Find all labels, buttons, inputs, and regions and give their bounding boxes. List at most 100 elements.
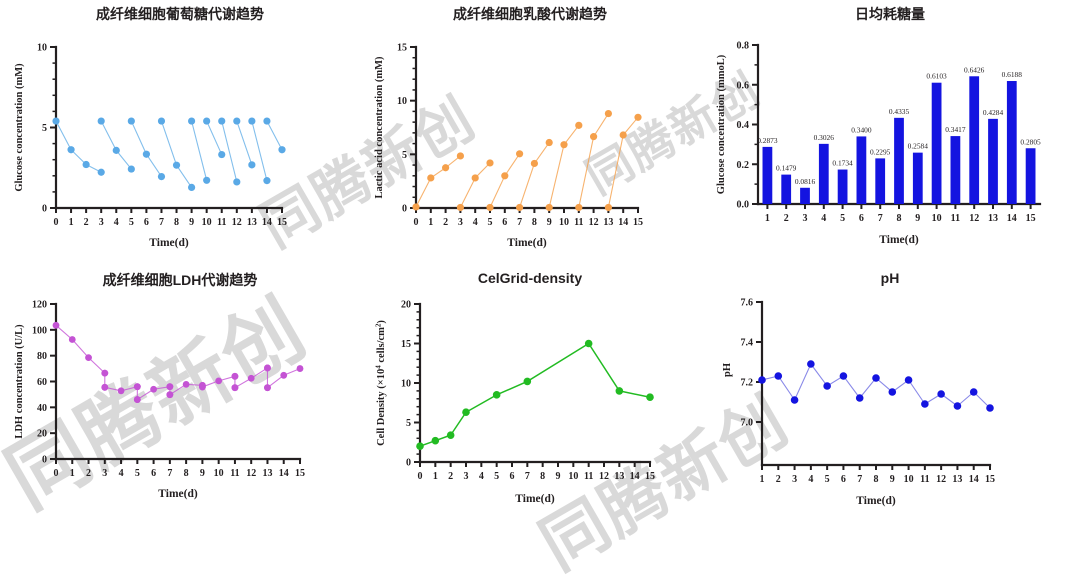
panel-celgrid-density: CelGrid-density 0 5 10 15 20 0 1 2 3 4 5 6 7 8 9 10 11 12…: [360, 262, 700, 534]
data-point: [442, 164, 450, 172]
x-tick-label: 1: [760, 474, 765, 485]
x-tick-label: 9: [890, 474, 895, 485]
chart-daily-glucose-consumption: 0.0 0.2 0.4 0.6 0.8 1 0.2873 2 0.1479 3 0.0816 4 0.3…: [716, 41, 1042, 246]
data-point: [615, 387, 624, 395]
data-point: [67, 146, 75, 154]
data-point: [790, 396, 799, 404]
y-axis-title: Cell Density (×104 cells/cm2): [375, 320, 388, 446]
panel-ph: pH 7.0 7.2 7.4 7.6 1 2 3 4 5 6 7 8 9 10 11 12 13 14 15 Time…: [700, 262, 1080, 534]
data-point: [233, 178, 241, 186]
data-point: [545, 138, 553, 147]
x-tick-label: 15: [1026, 213, 1036, 224]
x-tick-label: 2: [776, 474, 781, 485]
x-tick-label: 10: [202, 217, 212, 228]
bar: [969, 76, 980, 204]
data-point: [231, 372, 239, 380]
series-line: [459, 162, 491, 209]
x-tick-label: 10: [904, 474, 914, 485]
y-tick-label: 5: [402, 150, 407, 161]
data-point: [166, 383, 174, 391]
bar-value-label: 0.0816: [795, 177, 816, 186]
x-tick-label: 15: [295, 468, 305, 479]
data-point: [97, 168, 105, 176]
bar-value-label: 0.2584: [908, 142, 929, 151]
y-tick-label: 10: [397, 96, 407, 107]
data-point: [575, 203, 583, 212]
x-tick-label: 6: [841, 474, 846, 485]
x-tick-label: 3: [102, 468, 107, 479]
x-tick-label: 12: [936, 474, 946, 485]
x-tick-label: 9: [915, 213, 920, 224]
y-tick-label: 80: [37, 351, 47, 362]
x-tick-label: 9: [547, 217, 552, 228]
data-point: [560, 141, 568, 149]
x-tick-label: 15: [277, 217, 287, 228]
data-point: [758, 376, 766, 384]
x-tick-label: 9: [200, 468, 205, 479]
data-point: [166, 391, 174, 399]
x-tick-label: 8: [874, 474, 879, 485]
data-point: [97, 117, 105, 125]
series-line: [206, 120, 223, 156]
bar: [818, 143, 829, 204]
x-tick-label: 11: [230, 468, 239, 479]
data-point: [619, 131, 627, 139]
x-tick-label: 14: [262, 217, 272, 228]
data-point: [188, 183, 196, 191]
data-point: [872, 374, 880, 382]
x-tick-label: 1: [765, 213, 770, 224]
bar: [856, 136, 867, 204]
data-point: [516, 150, 524, 158]
y-tick-label: 0: [402, 204, 407, 215]
data-point: [456, 203, 464, 212]
x-tick-label: 6: [151, 468, 156, 479]
x-tick-label: 13: [603, 217, 613, 228]
x-axis-title: Time(d): [149, 237, 189, 249]
x-tick-label: 13: [988, 213, 998, 224]
x-tick-label: 14: [279, 468, 289, 479]
data-point: [150, 385, 158, 393]
data-point: [215, 377, 223, 385]
series-line: [519, 141, 550, 209]
x-tick-label: 12: [969, 213, 979, 224]
data-point: [296, 365, 304, 372]
bar: [894, 117, 904, 204]
series-line: [221, 120, 238, 183]
panel-title: 成纤维细胞LDH代谢趋势: [102, 272, 258, 288]
data-point: [133, 396, 141, 403]
data-point: [52, 321, 60, 329]
x-tick-label: 4: [808, 474, 813, 485]
x-tick-label: 1: [433, 471, 438, 482]
data-point: [823, 382, 831, 390]
series-line: [266, 120, 283, 151]
data-point: [462, 408, 470, 417]
data-point: [157, 173, 166, 181]
x-tick-label: 2: [443, 217, 448, 228]
data-point: [117, 387, 125, 395]
data-point: [85, 354, 92, 362]
data-point: [263, 177, 271, 185]
data-point: [264, 384, 271, 392]
bar-value-label: 0.3400: [851, 125, 872, 134]
data-point: [486, 203, 494, 212]
data-point: [101, 383, 109, 391]
y-tick-label: 0: [42, 204, 47, 215]
x-tick-label: 6: [502, 217, 507, 228]
bar-value-label: 0.2805: [1020, 137, 1041, 146]
data-point: [492, 391, 501, 399]
x-tick-label: 0: [54, 217, 59, 228]
data-point: [199, 383, 206, 391]
data-point: [264, 364, 271, 372]
bar-value-label: 0.1734: [832, 159, 853, 168]
x-tick-label: 11: [951, 213, 960, 224]
panel-title: 成纤维细胞乳酸代谢趋势: [453, 6, 607, 22]
x-tick-label: 4: [479, 471, 484, 482]
y-tick-label: 7.6: [741, 298, 754, 309]
data-point: [807, 360, 815, 368]
x-tick-label: 6: [859, 213, 864, 224]
x-tick-label: 12: [599, 471, 609, 482]
x-tick-label: 3: [464, 471, 469, 482]
bar: [950, 136, 961, 204]
